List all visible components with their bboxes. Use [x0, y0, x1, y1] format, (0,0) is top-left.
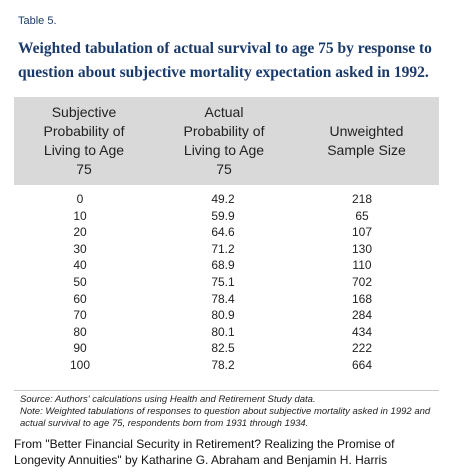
header-line: 75: [216, 161, 232, 177]
table-cell: 65: [355, 208, 369, 223]
header-line: Sample Size: [327, 142, 406, 158]
table-row: 70 80.9 284: [14, 307, 439, 324]
table-cell: 702: [351, 274, 373, 289]
table-cell: 80.9: [211, 308, 235, 323]
table-cell: 130: [351, 241, 373, 256]
table-cell: 78.2: [211, 357, 235, 372]
table-title: Weighted tabulation of actual survival t…: [18, 40, 432, 81]
header-line: Actual: [204, 104, 244, 120]
table-cell: 49.2: [211, 192, 235, 206]
header-line: Probability of: [43, 123, 125, 139]
table-cell: 80.1: [211, 324, 235, 339]
header-line: Subjective: [51, 104, 117, 120]
table-cell: 664: [351, 357, 373, 372]
table-header: Subjective Probability of Living to Age …: [14, 97, 439, 185]
table-cell: 80: [73, 324, 87, 339]
table-row: 50 75.1 702: [14, 274, 439, 291]
table-row: 0 49.2 218: [14, 191, 439, 208]
table-row: 90 82.5 222: [14, 340, 439, 357]
table-cell: 30: [73, 241, 87, 256]
table-cell: 59.9: [211, 208, 235, 223]
table-cell: 75.1: [211, 274, 235, 289]
table-cell: 40: [73, 258, 87, 273]
table-row: 60 78.4 168: [14, 291, 439, 308]
table-cell: 168: [351, 291, 373, 306]
table-row: 100 78.2 664: [14, 357, 439, 374]
table-cell: 284: [351, 308, 373, 323]
attribution-text: From "Better Financial Security in Retir…: [14, 437, 395, 467]
table-cell: 68.9: [211, 258, 235, 273]
header-sample-size: Unweighted Sample Size: [294, 97, 439, 185]
table-bottom-rule: [14, 390, 439, 391]
table-cell: 218: [351, 192, 373, 206]
table-cell: 70: [73, 308, 87, 323]
table-cell: 64.6: [211, 225, 235, 240]
table-cell: 100: [69, 357, 91, 372]
table-cell: 78.4: [211, 291, 235, 306]
table-row: 20 64.6 107: [14, 224, 439, 241]
data-table: Subjective Probability of Living to Age …: [14, 97, 439, 374]
table-cell: 20: [73, 225, 87, 240]
header-actual-probability: Actual Probability of Living to Age 75: [154, 97, 294, 185]
table-cell: 50: [73, 274, 87, 289]
header-line: Unweighted: [329, 123, 404, 139]
table-cell: 110: [352, 258, 372, 273]
header-line: Probability of: [183, 123, 265, 139]
table-label: Table 5.: [18, 15, 57, 27]
table-note: Note: Weighted tabulations of responses …: [20, 406, 431, 429]
header-line: Living to Age: [43, 142, 125, 158]
table-cell: 71.2: [211, 241, 235, 256]
table-row: 40 68.9 110: [14, 257, 439, 274]
table-cell: 82.5: [211, 341, 235, 356]
table-cell: 0: [76, 192, 84, 206]
table-cell: 60: [73, 291, 87, 306]
table-cell: 434: [351, 324, 373, 339]
header-subjective-probability: Subjective Probability of Living to Age …: [14, 97, 154, 185]
header-line: 75: [76, 161, 92, 177]
table-cell: 107: [351, 225, 373, 240]
source-note: Source: Authors' calculations using Heal…: [20, 394, 316, 405]
table-cell: 10: [73, 208, 87, 223]
table-cell: 222: [351, 341, 373, 356]
table-body: 0 49.2 218 10 59.9 65 20 64.6 107 30 71.2 130 40 68.9…: [14, 185, 439, 374]
header-line: Living to Age: [183, 142, 265, 158]
table-row: 30 71.2 130: [14, 241, 439, 258]
table-row: 10 59.9 65: [14, 208, 439, 225]
table-row: 80 80.1 434: [14, 324, 439, 341]
table-cell: 90: [73, 341, 87, 356]
